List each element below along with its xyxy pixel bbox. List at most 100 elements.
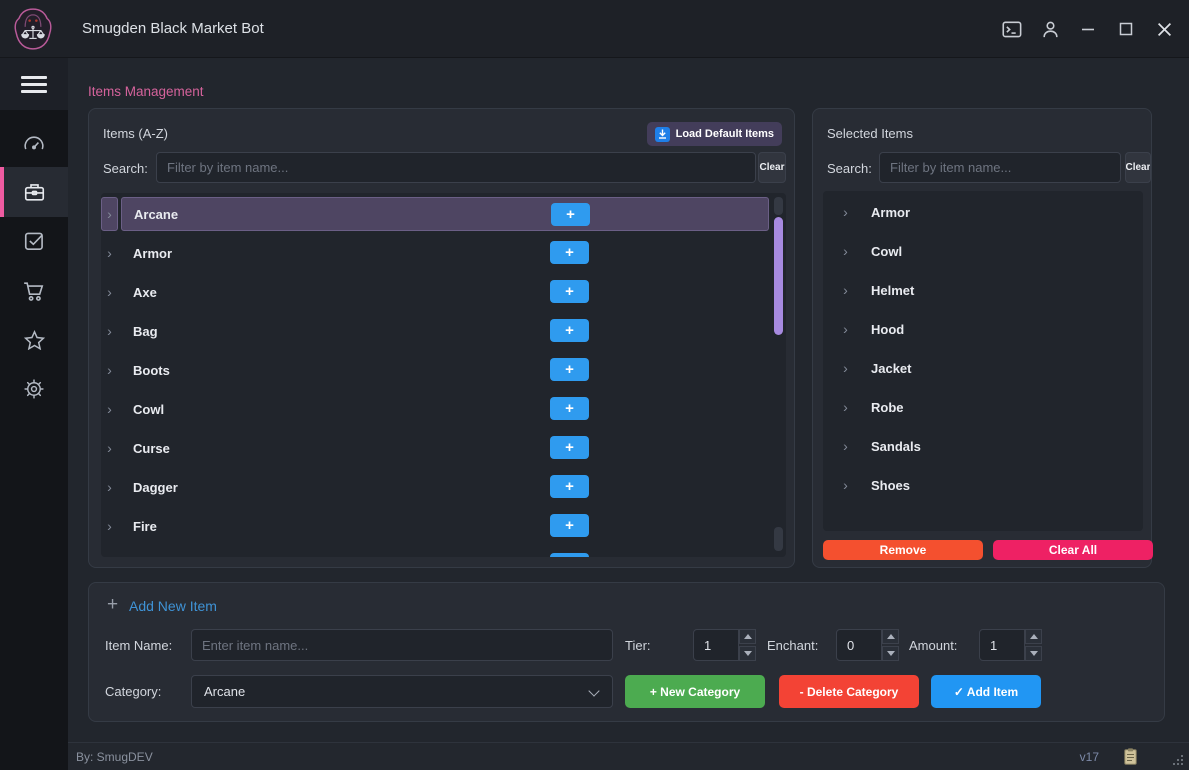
selected-item-row[interactable]: › Shoes [823, 468, 1143, 502]
expand-chevron-icon[interactable]: › [843, 360, 848, 376]
sidebar-item-items[interactable] [0, 167, 68, 217]
item-name-input[interactable] [191, 629, 613, 661]
tier-up-button[interactable] [739, 629, 756, 644]
amount-up-button[interactable] [1025, 629, 1042, 644]
sidebar-item-dashboard[interactable] [0, 118, 68, 168]
expand-chevron-icon[interactable]: › [843, 243, 848, 259]
expand-chevron-icon[interactable]: › [107, 362, 112, 378]
resize-grip[interactable] [1171, 753, 1183, 765]
expand-chevron-icon[interactable]: › [843, 204, 848, 220]
items-search-input[interactable] [156, 152, 756, 183]
sidebar-item-favorites[interactable] [0, 315, 68, 365]
expand-chevron-icon[interactable]: › [107, 440, 112, 456]
items-list: › Arcane + › Armor + › [101, 193, 786, 557]
expand-chevron-icon[interactable]: › [107, 518, 112, 534]
add-to-selected-button[interactable]: + [550, 436, 589, 459]
enchant-up-button[interactable] [882, 629, 899, 644]
sidebar-item-tasks[interactable] [0, 216, 68, 266]
sidebar-item-settings[interactable] [0, 364, 68, 414]
expand-chevron-icon[interactable]: › [107, 245, 112, 261]
item-label: Axe [133, 284, 157, 300]
expand-chevron-icon[interactable]: › [843, 477, 848, 493]
item-label: Arcane [134, 206, 179, 222]
clear-all-button[interactable]: Clear All [993, 540, 1153, 560]
expand-chevron-icon[interactable]: › [843, 438, 848, 454]
expand-chevron-icon[interactable]: › [107, 479, 112, 495]
add-to-selected-button[interactable]: + [550, 280, 589, 303]
add-to-selected-button[interactable]: + [550, 475, 589, 498]
expand-chevron-icon[interactable]: › [107, 284, 112, 300]
tier-input[interactable] [693, 629, 739, 661]
selected-item-row[interactable]: › Sandals [823, 429, 1143, 463]
maximize-button[interactable] [1111, 14, 1141, 44]
load-default-items-button[interactable]: Load Default Items [646, 122, 782, 146]
item-row[interactable]: › Dagger + [101, 470, 786, 504]
selected-items-list: › Armor › Cowl › Helmet › Hood [823, 191, 1143, 531]
remove-button[interactable]: Remove [823, 540, 983, 560]
expand-chevron-icon[interactable]: › [843, 282, 848, 298]
add-to-selected-button[interactable]: + [550, 241, 589, 264]
selected-item-row[interactable]: › Cowl [823, 234, 1143, 268]
scrollbar-thumb[interactable] [774, 217, 783, 335]
titlebar: Smugden Black Market Bot [0, 0, 1189, 58]
item-row[interactable]: › Frost + [101, 548, 786, 557]
selected-item-label: Sandals [871, 438, 921, 454]
selected-item-row[interactable]: › Armor [823, 195, 1143, 229]
enchant-down-button[interactable] [882, 646, 899, 661]
amount-down-button[interactable] [1025, 646, 1042, 661]
add-to-selected-button[interactable]: + [551, 203, 590, 226]
selected-item-row[interactable]: › Helmet [823, 273, 1143, 307]
new-category-button[interactable]: + New Category [625, 675, 765, 708]
item-label: Curse [133, 440, 170, 456]
enchant-stepper [836, 629, 899, 661]
item-row[interactable]: › Curse + [101, 431, 786, 465]
item-row[interactable]: › Cowl + [101, 392, 786, 426]
scrollbar-down-nub[interactable] [774, 527, 783, 551]
hamburger-icon [21, 72, 47, 97]
expand-chevron-icon[interactable]: › [101, 548, 118, 557]
amount-stepper [979, 629, 1042, 661]
close-button[interactable] [1149, 14, 1179, 44]
menu-toggle-button[interactable] [0, 58, 68, 110]
terminal-button[interactable] [997, 14, 1027, 44]
selected-item-row[interactable]: › Jacket [823, 351, 1143, 385]
selected-item-row[interactable]: › Hood [823, 312, 1143, 346]
add-to-selected-button[interactable]: + [550, 514, 589, 537]
items-search-clear-button[interactable]: Clear [758, 152, 786, 183]
add-to-selected-button[interactable]: + [550, 358, 589, 381]
selected-item-row[interactable]: › Robe [823, 390, 1143, 424]
add-item-button[interactable]: ✓ Add Item [931, 675, 1041, 708]
expand-chevron-icon[interactable]: › [107, 401, 112, 417]
selected-items-panel: Selected Items Search: Clear › Armor › C… [812, 108, 1153, 568]
add-to-selected-button[interactable]: + [550, 553, 589, 557]
item-row[interactable]: › Armor + [101, 236, 786, 270]
expand-chevron-icon[interactable]: › [101, 197, 118, 231]
add-item-panel-title: Add New Item [129, 598, 217, 614]
enchant-input[interactable] [836, 629, 882, 661]
delete-category-button[interactable]: - Delete Category [779, 675, 919, 708]
add-to-selected-button[interactable]: + [550, 319, 589, 342]
selected-search-input[interactable] [879, 152, 1121, 183]
tier-down-button[interactable] [739, 646, 756, 661]
category-select[interactable]: Arcane [191, 675, 613, 708]
amount-input[interactable] [979, 629, 1025, 661]
item-row[interactable]: › Axe + [101, 275, 786, 309]
item-row[interactable]: › Arcane + [101, 197, 786, 231]
expand-chevron-icon[interactable]: › [843, 399, 848, 415]
clipboard-icon[interactable] [1124, 748, 1137, 765]
item-label: Fire [133, 518, 157, 534]
selected-item-label: Hood [871, 321, 905, 337]
credit-text: By: SmugDEV [76, 750, 153, 764]
user-button[interactable] [1035, 14, 1065, 44]
expand-chevron-icon[interactable]: › [107, 323, 112, 339]
expand-chevron-icon[interactable]: › [843, 321, 848, 337]
scrollbar-up-nub[interactable] [774, 197, 783, 215]
item-row[interactable]: › Fire + [101, 509, 786, 543]
minimize-button[interactable] [1073, 14, 1103, 44]
item-row[interactable]: › Bag + [101, 314, 786, 348]
sidebar-item-market[interactable] [0, 266, 68, 316]
add-to-selected-button[interactable]: + [550, 397, 589, 420]
selected-search-clear-button[interactable]: Clear [1125, 152, 1151, 183]
selected-item-label: Cowl [871, 243, 903, 259]
item-row[interactable]: › Boots + [101, 353, 786, 387]
